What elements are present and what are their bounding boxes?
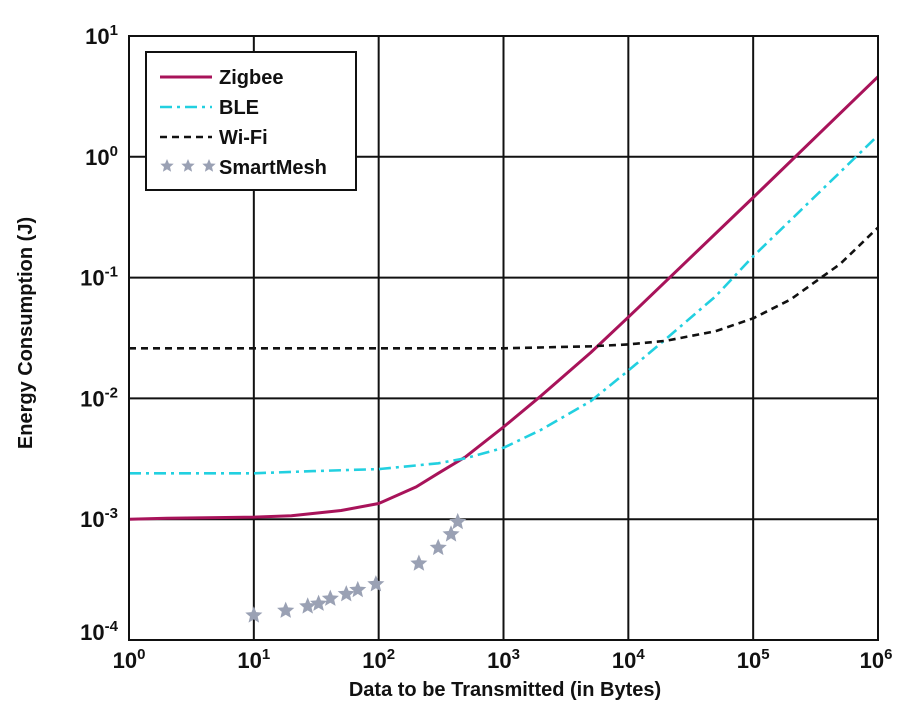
y-tick-label-exponent: -2 (105, 384, 118, 401)
series-zigbee (128, 75, 880, 521)
legend-item-smartmesh: SmartMesh (160, 157, 327, 179)
x-tick-label-exponent: 6 (884, 646, 892, 663)
series-ble (129, 134, 879, 475)
legend: Zigbee BLE Wi-Fi SmartMesh (145, 51, 357, 191)
smartmesh-point (310, 594, 328, 611)
x-tick-label-base: 10 (612, 648, 636, 673)
legend-item-zigbee: Zigbee (160, 67, 283, 89)
series-line-ble (129, 134, 879, 475)
legend-label-smartmesh: SmartMesh (219, 157, 327, 179)
y-tick-label-exponent: -3 (105, 505, 118, 522)
legend-label-zigbee: Zigbee (219, 67, 283, 89)
y-tick-label-exponent: 1 (110, 22, 118, 39)
smartmesh-point (449, 512, 467, 530)
series-layer (128, 75, 880, 623)
smartmesh-point (245, 606, 263, 623)
legend-box (145, 51, 357, 191)
series-line-wi-fi (129, 226, 879, 350)
x-tick-label-base: 10 (737, 648, 761, 673)
x-tick-label-exponent: 3 (512, 646, 520, 663)
smartmesh-point (429, 538, 447, 556)
x-axis-label: Data to be Transmitted (in Bytes) (349, 679, 661, 701)
plot-frame (128, 35, 879, 641)
x-tick-label-exponent: 5 (761, 646, 769, 663)
x-tick-label: 106 (860, 646, 893, 673)
y-axis-label: Energy Consumption (J) (15, 217, 37, 449)
x-tick-label: 100 (113, 646, 146, 673)
x-tick-label-base: 10 (860, 648, 884, 673)
y-tick-label: 10-3 (80, 505, 118, 532)
smartmesh-point (349, 580, 367, 598)
x-tick-labels: 100 101 102 103 104 105 106 (113, 646, 893, 673)
x-tick-label-base: 10 (487, 648, 511, 673)
series-smartmesh (245, 512, 467, 623)
x-tick-label: 105 (737, 646, 770, 673)
y-tick-label-base: 10 (85, 24, 109, 49)
x-tick-label-exponent: 0 (137, 646, 145, 663)
legend-label-ble: BLE (219, 97, 259, 119)
y-tick-label: 10-4 (80, 618, 118, 645)
x-tick-label: 102 (362, 646, 395, 673)
x-tick-label-exponent: 1 (262, 646, 270, 663)
y-tick-label-exponent: -1 (105, 264, 118, 281)
legend-item-ble: BLE (160, 97, 259, 119)
x-tick-label-exponent: 4 (636, 646, 645, 663)
y-tick-label-exponent: 0 (110, 143, 118, 160)
smartmesh-point (321, 589, 339, 606)
smartmesh-point (299, 597, 317, 614)
x-tick-label-base: 10 (362, 648, 386, 673)
y-tick-label-base: 10 (80, 266, 104, 291)
series-wi-fi (129, 226, 879, 350)
x-tick-label-base: 10 (113, 648, 137, 673)
y-tick-label-base: 10 (85, 145, 109, 170)
smartmesh-point (410, 554, 428, 571)
x-tick-label-base: 10 (237, 648, 261, 673)
legend-label-wi-fi: Wi-Fi (219, 127, 268, 149)
y-tick-label: 10-2 (80, 384, 118, 411)
legend-star-icon (181, 159, 195, 172)
y-tick-label-base: 10 (80, 507, 104, 532)
legend-star-icon (160, 159, 174, 172)
series-line-zigbee (128, 75, 880, 521)
y-tick-label: 100 (85, 143, 118, 170)
x-tick-label: 104 (612, 646, 645, 673)
smartmesh-point (442, 525, 460, 542)
x-tick-label: 101 (237, 646, 270, 673)
smartmesh-point (367, 575, 385, 592)
y-tick-label-base: 10 (80, 620, 104, 645)
x-tick-label-exponent: 2 (387, 646, 395, 663)
smartmesh-point (277, 601, 295, 618)
x-tick-label: 103 (487, 646, 520, 673)
y-tick-label-base: 10 (80, 386, 104, 411)
legend-star-icon (202, 159, 216, 172)
y-tick-label: 10-1 (80, 264, 118, 291)
smartmesh-point (337, 585, 355, 602)
legend-item-wi-fi: Wi-Fi (160, 127, 268, 149)
y-tick-label-exponent: -4 (105, 618, 119, 635)
y-tick-label: 101 (85, 22, 118, 49)
